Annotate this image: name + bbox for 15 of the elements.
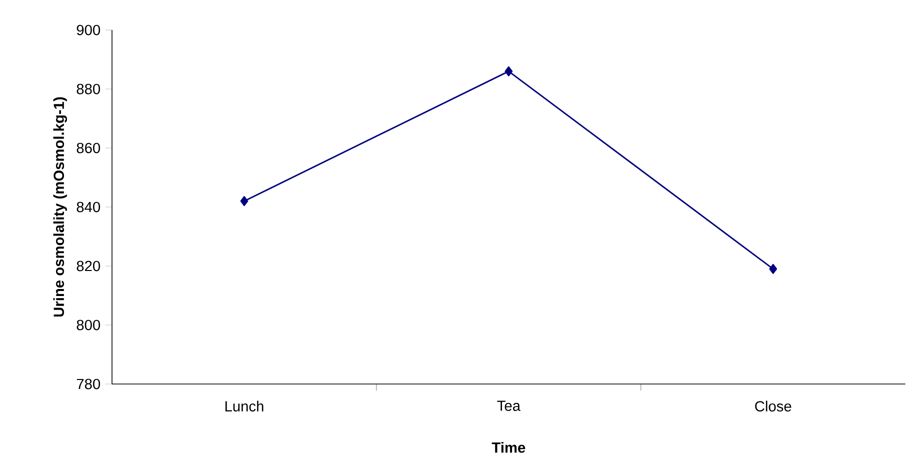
y-tick-label: 900 [76, 24, 100, 36]
y-tick-label: 860 [76, 142, 100, 154]
y-tick-label: 840 [76, 202, 100, 212]
y-tick-label: 780 [76, 378, 100, 390]
point [769, 264, 778, 274]
x-axis-title: Time [492, 442, 526, 453]
y-tick-label: 800 [76, 320, 100, 330]
x-tick-label: Tea [497, 400, 521, 411]
x-tick-label: Lunch [225, 400, 264, 412]
y-axis-title: Urine osmolality (mOsmol.kg-1) [53, 97, 68, 317]
point [240, 196, 248, 206]
x-tick-label: Close [755, 400, 792, 412]
y-tick-label: 880 [76, 84, 100, 94]
point [504, 66, 513, 76]
y-tick-label: 820 [76, 260, 100, 272]
